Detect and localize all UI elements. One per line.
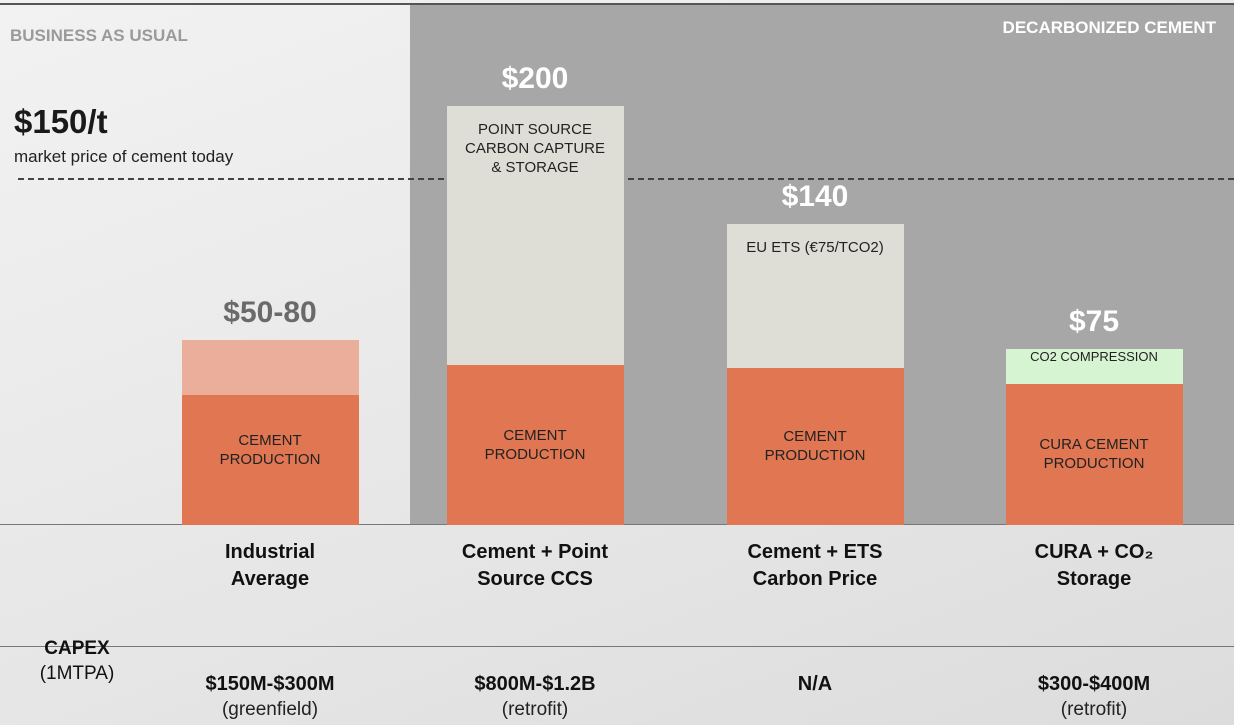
total-label: $200 [501, 61, 569, 95]
segment-label: CEMENT PRODUCTION [764, 428, 866, 465]
row-rule [0, 646, 1234, 647]
category-label: Cement + Point Source CCS [461, 541, 609, 590]
capex-value: $300-$400M [1037, 673, 1151, 695]
reference-label: $150/t [14, 103, 108, 140]
top-rule [0, 3, 1234, 5]
bar-segment: EU ETS (€75/tCO2) [726, 223, 904, 368]
segment-label: CO2 COMPRESSION [1030, 349, 1158, 365]
category-label: Industrial Average [224, 541, 315, 590]
capex-value: $800M-$1.2B [474, 673, 596, 695]
region-label: DECARBONIZED CEMENT [1002, 18, 1216, 37]
capex-note: (retrofit) [501, 699, 569, 720]
bar-segment: POINT SOURCE CARBON CAPTURE & STORAGE [446, 105, 624, 366]
region-label: BUSINESS AS USUAL [10, 26, 188, 45]
capex-note: (1MTPA) [39, 663, 115, 684]
capex-header: CAPEX (1MTPA) [22, 638, 132, 685]
capex-value: $150M-$300M [205, 673, 335, 695]
capex-note: (retrofit) [1060, 699, 1128, 720]
bar-segment: CEMENT PRODUCTION [726, 367, 904, 525]
category-label: Cement + ETS Carbon Price [747, 541, 883, 590]
capex-value: N/A [797, 673, 833, 695]
capex-label: CAPEX [44, 638, 110, 659]
total-label: $140 [781, 179, 849, 213]
capex-note: (greenfield) [221, 699, 319, 720]
bar-segment: CEMENT PRODUCTION [446, 365, 624, 525]
bar-segment: CEMENT PRODUCTION [181, 395, 359, 525]
reference-line [18, 177, 1234, 180]
bar-segment: CURA CEMENT PRODUCTION [1005, 383, 1183, 525]
segment-label: CURA CEMENT PRODUCTION [1039, 436, 1149, 473]
bar-segment [181, 339, 359, 396]
segment-label: CEMENT PRODUCTION [484, 427, 586, 464]
category-label: CURA + CO₂ Storage [1034, 541, 1154, 590]
bar-segment: CO2 COMPRESSION [1005, 349, 1183, 384]
reference-note: market price of cement today [14, 147, 234, 166]
segment-label: POINT SOURCE CARBON CAPTURE & STORAGE [464, 120, 606, 176]
segment-label: CEMENT PRODUCTION [219, 432, 321, 469]
total-label: $50-80 [223, 295, 317, 329]
segment-label: EU ETS (€75/tCO2) [746, 238, 884, 256]
total-label: $75 [1068, 305, 1120, 339]
